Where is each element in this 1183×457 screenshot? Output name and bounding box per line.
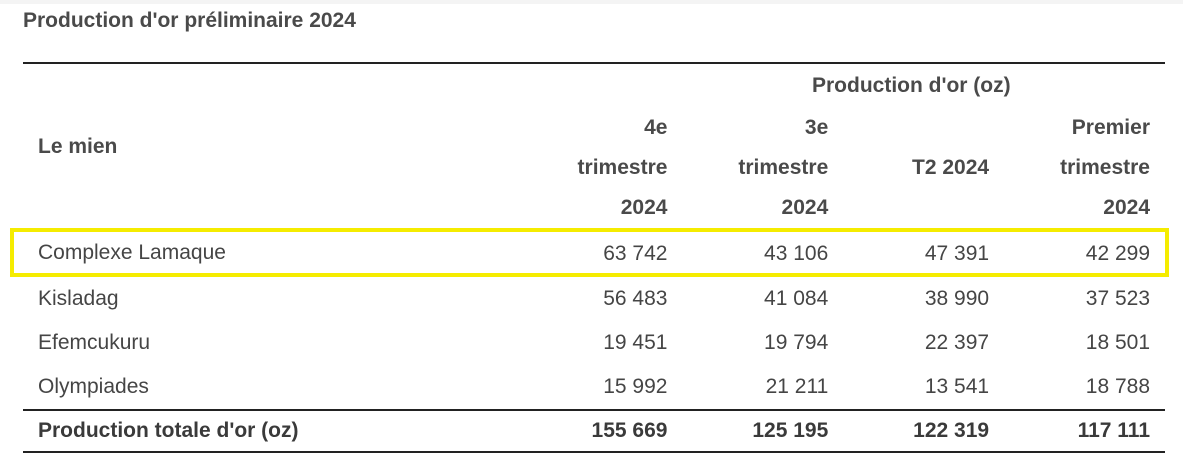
page-title: Production d'or préliminaire 2024 (23, 9, 356, 32)
top-shade (0, 0, 1183, 4)
header-group-row: Le mien Production d'or (oz) (23, 62, 1165, 229)
table-row-kisladag: Kisladag 56 483 41 084 38 990 37 523 (23, 277, 1165, 321)
production-value: 38 990 (924, 287, 990, 310)
production-value: 13 541 (924, 375, 990, 398)
column-header-line: trimestre (738, 156, 829, 179)
mine-name: Complexe Lamaque (38, 241, 226, 264)
production-group-header: Production d'or (oz) (521, 62, 1165, 108)
header-quarter-row: 4e trimestre 2024 3e trimestre 2024 T2 2… (23, 108, 1165, 230)
column-header-q1-2024: Premier trimestre 2024 (1004, 108, 1165, 230)
column-header-line: trimestre (1060, 156, 1150, 179)
production-value: 43 106 (764, 241, 829, 265)
column-header-line: 2024 (620, 196, 668, 219)
production-value: 15 992 (603, 375, 668, 398)
production-group-label: Production d'or (oz) (811, 74, 1011, 97)
production-value: 47 391 (924, 241, 990, 265)
production-value: 19 451 (603, 331, 668, 354)
column-header-line: 4e (644, 116, 668, 139)
total-value: 155 669 (521, 409, 683, 453)
mine-name: Olympiades (38, 375, 149, 398)
production-value: 22 397 (924, 331, 990, 354)
production-value: 37 523 (1085, 287, 1150, 310)
production-value: 56 483 (603, 287, 668, 310)
total-value: 122 319 (843, 409, 1005, 453)
production-value: 19 794 (764, 331, 829, 354)
column-header-line: 3e (804, 116, 829, 139)
column-header-q4-2024: 4e trimestre 2024 (521, 108, 683, 230)
column-header-line: 2024 (1103, 196, 1150, 219)
column-header-q3-2024: 3e trimestre 2024 (682, 108, 844, 230)
mine-name: Kisladag (38, 287, 119, 310)
production-value: 18 788 (1085, 375, 1150, 398)
mine-column-header: Le mien (23, 62, 522, 229)
production-value: 21 211 (765, 375, 829, 398)
total-label: Production totale d'or (oz) (23, 409, 522, 453)
production-value: 41 084 (764, 287, 829, 310)
table-row-total: Production totale d'or (oz) 155 669 125 … (23, 409, 1165, 453)
production-value: 18 501 (1085, 331, 1150, 354)
table-row-olympiades: Olympiades 15 992 21 211 13 541 18 788 (23, 365, 1165, 410)
table-row-lamaque: Complexe Lamaque 63 742 43 106 47 391 42… (23, 229, 1165, 277)
table-row-efemcukuru: Efemcukuru 19 451 19 794 22 397 18 501 (23, 321, 1165, 365)
total-value: 125 195 (682, 409, 844, 453)
production-value: 42 299 (1085, 241, 1150, 265)
column-header-line: 2024 (781, 196, 829, 219)
production-value: 63 742 (603, 241, 668, 265)
column-header-line: trimestre (577, 156, 668, 179)
column-header-line: Premier (1071, 116, 1150, 139)
gold-production-table: Le mien Production d'or (oz) 4e trimestr… (23, 62, 1165, 453)
total-value: 117 111 (1004, 409, 1165, 453)
column-header-q2-2024: T2 2024 (843, 108, 1005, 230)
mine-name: Efemcukuru (38, 331, 151, 354)
column-header-line: T2 2024 (912, 156, 990, 179)
